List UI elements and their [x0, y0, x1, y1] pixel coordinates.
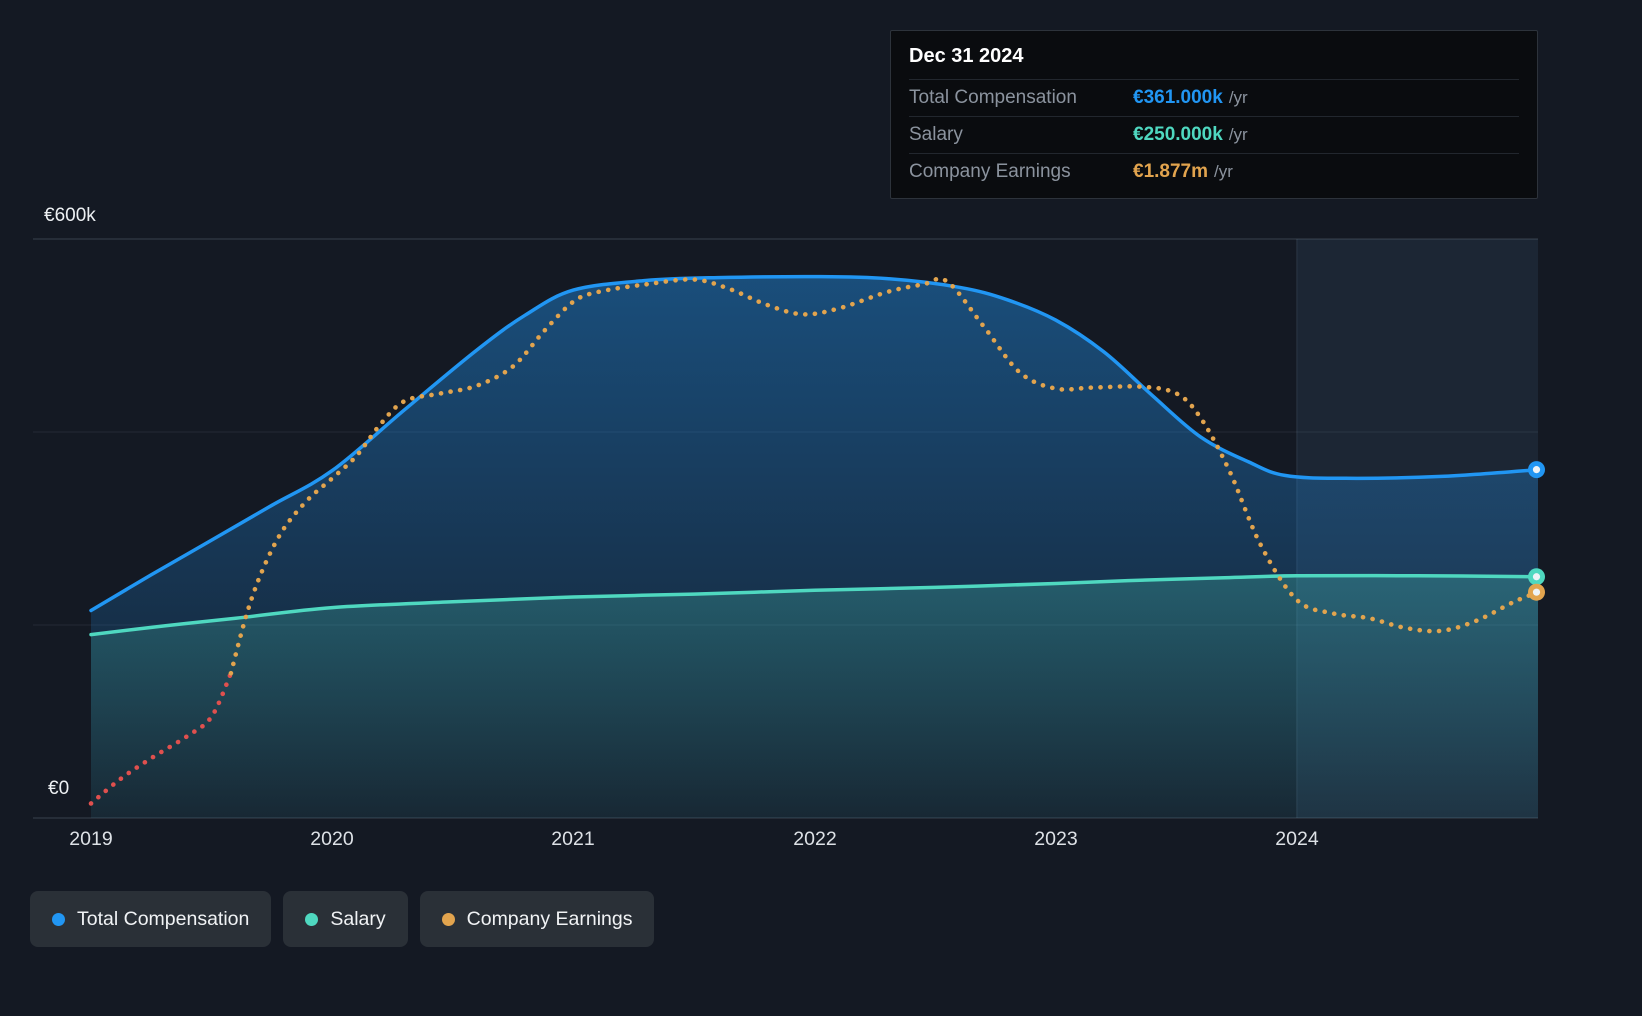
legend-item-total-compensation[interactable]: Total Compensation — [30, 891, 272, 947]
tooltip-value: €361.000k — [1133, 87, 1223, 108]
legend: Total Compensation Salary Company Earnin… — [30, 891, 655, 947]
legend-dot-salary-icon — [305, 912, 319, 926]
legend-dot-total-compensation-icon — [52, 912, 65, 926]
tooltip-value: €1.877m — [1133, 161, 1209, 182]
legend-dot-company-earnings-icon — [441, 912, 455, 926]
tooltip-unit: /yr — [1228, 88, 1248, 107]
y-axis-label-top: €600k — [44, 205, 96, 226]
x-tick-2023: 2023 — [1034, 828, 1078, 850]
x-tick-2021: 2021 — [551, 828, 595, 850]
x-tick-2020: 2020 — [310, 828, 354, 850]
tooltip-row-total-compensation: Total Compensation €361.000k /yr — [909, 79, 1519, 116]
x-tick-2019: 2019 — [69, 828, 113, 850]
legend-label: Company Earnings — [466, 907, 633, 930]
legend-label: Salary — [330, 907, 386, 930]
x-tick-2024: 2024 — [1275, 828, 1319, 850]
y-axis-label-bottom: €0 — [48, 778, 70, 799]
tooltip-row-company-earnings: Company Earnings €1.877m /yr — [909, 153, 1519, 190]
tooltip-date: Dec 31 2024 — [909, 45, 1024, 67]
tooltip-unit: /yr — [1228, 125, 1248, 144]
x-tick-2022: 2022 — [793, 828, 837, 850]
tooltip-label: Total Compensation — [909, 87, 1077, 108]
tooltip-label: Salary — [909, 124, 963, 145]
tooltip-row-salary: Salary €250.000k /yr — [909, 116, 1519, 153]
legend-label: Total Compensation — [77, 907, 250, 930]
chart-tooltip: Dec 31 2024 Total Compensation €361.000k… — [890, 30, 1538, 199]
tooltip-value: €250.000k — [1133, 124, 1223, 145]
tooltip-unit: /yr — [1214, 162, 1233, 181]
legend-item-company-earnings[interactable]: Company Earnings — [419, 891, 655, 947]
tooltip-label: Company Earnings — [909, 161, 1071, 182]
legend-item-salary[interactable]: Salary — [283, 891, 408, 947]
